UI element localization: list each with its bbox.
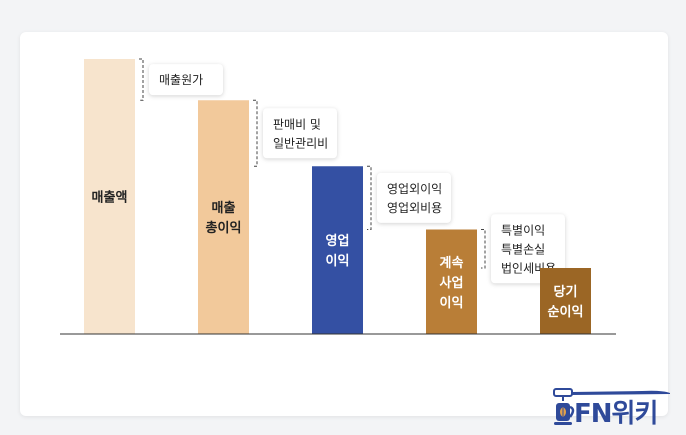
deduction-label-2: 일반관리비 <box>273 136 328 150</box>
deduction-box-4 <box>491 214 565 284</box>
deduction-bracket-3 <box>367 165 372 230</box>
brand-name: FN위키 <box>574 399 658 429</box>
bar-label-4: 이익 <box>440 295 464 311</box>
deduction-bracket-2 <box>253 99 258 167</box>
deduction-label-2: 판매비 및 <box>273 117 321 131</box>
bar-5 <box>540 268 591 334</box>
bar-label-4: 계속 <box>440 256 464 271</box>
deduction-label-3: 영업외이익 <box>387 182 442 196</box>
bar-label-5: 순이익 <box>548 304 584 320</box>
portafilter-icon <box>553 388 670 401</box>
bar-label-4: 사업 <box>440 275 464 291</box>
bar-label-2: 총이익 <box>206 220 242 236</box>
deduction-box-2 <box>263 108 337 159</box>
deduction-label-3: 영업외비용 <box>387 201 442 215</box>
deduction-label-4: 특별손실 <box>501 242 545 256</box>
deduction-label-1: 매출원가 <box>159 73 203 87</box>
fnwiki-logo[interactable]: FN위키 <box>552 387 674 435</box>
bar-label-3: 영업 <box>326 234 350 249</box>
bar-4 <box>426 229 477 334</box>
bar-label-3: 이익 <box>326 253 350 269</box>
deduction-bracket-4 <box>481 229 486 269</box>
deduction-box-3 <box>377 172 451 223</box>
deduction-box-1 <box>149 64 223 96</box>
bar-label-1: 매출액 <box>92 190 128 206</box>
coffee-cup-icon <box>554 403 575 425</box>
bar-1 <box>84 59 135 334</box>
deduction-bracket-1 <box>139 58 144 101</box>
bar-label-5: 당기 <box>554 284 578 300</box>
deduction-label-4: 특별이익 <box>501 223 545 237</box>
bar-3 <box>312 166 363 334</box>
bar-2 <box>198 100 249 334</box>
bar-label-2: 매출 <box>212 200 236 216</box>
